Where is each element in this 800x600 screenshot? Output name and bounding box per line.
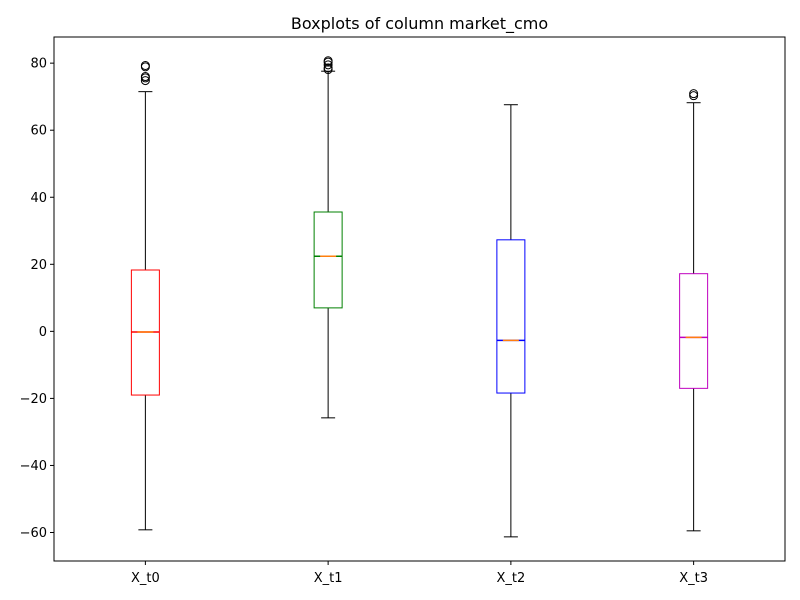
outlier-point <box>323 60 333 70</box>
box <box>313 211 343 309</box>
box <box>496 239 526 394</box>
outlier-point <box>689 89 699 99</box>
outlier-point <box>140 76 150 86</box>
chart-title: Boxplots of column market_cmo <box>291 14 548 34</box>
axes-frame <box>53 36 786 562</box>
y-tick-label: 0 <box>39 325 47 340</box>
y-tick-label: 60 <box>30 124 47 139</box>
x-tick-label: X_t0 <box>131 571 160 586</box>
x-tick-label: X_t3 <box>679 571 708 586</box>
y-tick-label: −40 <box>20 459 47 474</box>
y-tick-label: 20 <box>30 258 47 273</box>
x-tick-label: X_t2 <box>496 571 525 586</box>
plot-area: −60 −40 −20 0 20 40 60 80 X_t0 X_t1 X_t2 X_t3 <box>20 56 709 586</box>
outlier-point <box>140 60 150 70</box>
outlier-point <box>323 63 333 73</box>
y-tick-label: 40 <box>30 191 47 206</box>
outlier-point <box>689 91 699 101</box>
box <box>679 273 709 389</box>
outlier-point <box>140 72 150 82</box>
y-tick-label: −60 <box>20 526 47 541</box>
y-tick-label: −20 <box>20 392 47 407</box>
y-tick-label: 80 <box>30 57 47 72</box>
outlier-point <box>323 56 333 66</box>
x-tick-label: X_t1 <box>314 571 343 586</box>
